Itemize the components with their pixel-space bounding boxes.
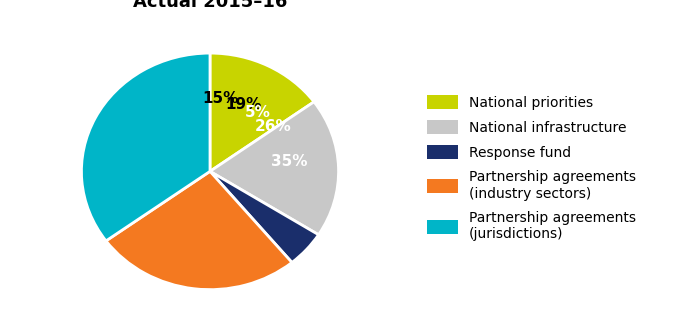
Wedge shape bbox=[210, 171, 318, 262]
Wedge shape bbox=[210, 53, 314, 171]
Title: Actual 2015–16: Actual 2015–16 bbox=[133, 0, 287, 11]
Text: 35%: 35% bbox=[271, 154, 307, 169]
Wedge shape bbox=[81, 53, 210, 241]
Legend: National priorities, National infrastructure, Response fund, Partnership agreeme: National priorities, National infrastruc… bbox=[427, 95, 636, 241]
Text: 26%: 26% bbox=[254, 119, 291, 134]
Text: 15%: 15% bbox=[202, 91, 239, 106]
Wedge shape bbox=[106, 171, 292, 290]
Wedge shape bbox=[210, 102, 339, 235]
Text: 19%: 19% bbox=[225, 97, 261, 112]
Text: 5%: 5% bbox=[244, 105, 270, 120]
